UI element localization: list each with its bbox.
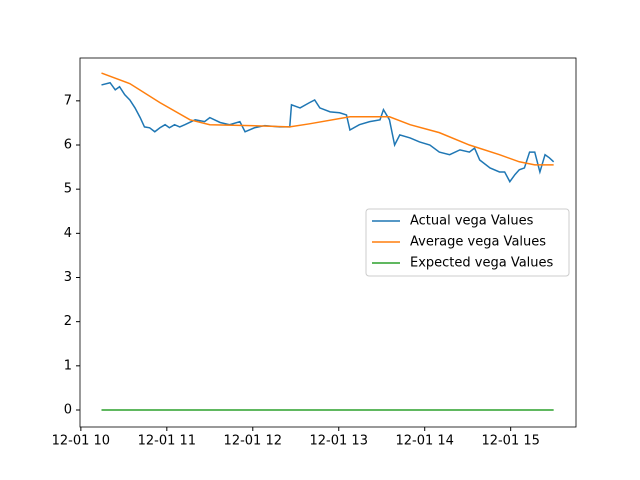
axes-frame	[79, 57, 577, 428]
y-tick-label: 1	[64, 358, 72, 373]
y-tick-label: 4	[64, 226, 72, 241]
x-tick-label: 12-01 14	[395, 434, 453, 449]
legend-label: Average vega Values	[410, 235, 546, 250]
legend-box	[365, 208, 570, 277]
x-tick-label: 12-01 10	[52, 434, 110, 449]
y-tick-label: 2	[64, 314, 72, 329]
y-tick-label: 5	[64, 182, 72, 197]
y-tick-label: 3	[64, 270, 72, 285]
series-line	[101, 72, 554, 166]
x-tick-label: 12-01 13	[310, 434, 368, 449]
x-tick-label: 12-01 11	[138, 434, 196, 449]
legend-label: Expected vega Values	[410, 256, 554, 271]
y-tick-label: 7	[64, 93, 72, 108]
y-tick-label: 0	[64, 402, 72, 417]
x-tick-label: 12-01 15	[481, 434, 539, 449]
y-tick-label: 6	[64, 138, 72, 153]
series-line	[101, 81, 555, 184]
legend-label: Actual vega Values	[410, 214, 534, 229]
x-tick-label: 12-01 12	[224, 434, 282, 449]
